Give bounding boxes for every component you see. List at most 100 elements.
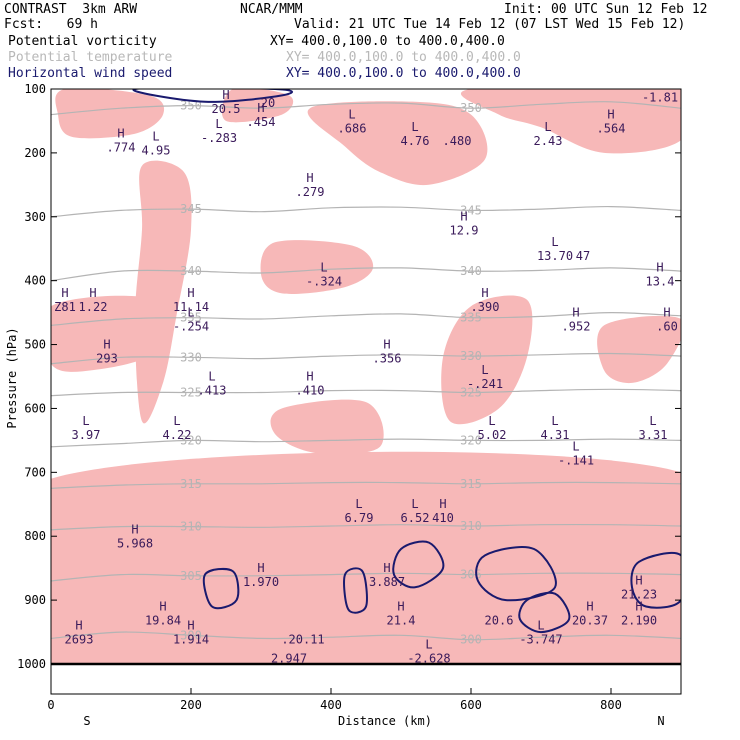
theta-label: 350 (460, 101, 482, 115)
extreme-marker-high: H (131, 523, 138, 537)
extreme-marker-low: L (152, 130, 159, 144)
extreme-value: 20.6 (485, 613, 514, 627)
extreme-marker-high: H (460, 210, 467, 224)
theta-contour-335 (51, 311, 681, 326)
extreme-marker-low: L (355, 497, 362, 511)
extreme-marker-high: H (656, 261, 663, 275)
extreme-value: 11.14 (173, 300, 209, 314)
end-label-south: S (83, 714, 90, 728)
pv-region-10 (51, 451, 681, 665)
extreme-marker-low: L (537, 618, 544, 632)
pv-region-4 (135, 160, 192, 424)
pv-region-0 (55, 89, 165, 139)
extreme-marker-low: L (481, 363, 488, 377)
extreme-value: 20.37 (572, 613, 608, 627)
extreme-value: 410 (432, 511, 454, 525)
extreme-value: -.141 (558, 454, 594, 468)
plot-frame (50, 88, 682, 695)
extreme-value: .410 (296, 383, 325, 397)
y-tick-label: 700 (24, 465, 46, 479)
extreme-marker-high: H (635, 599, 642, 613)
extreme-value: 5.02 (478, 428, 507, 442)
extreme-marker-high: H (103, 337, 110, 351)
extreme-value: 293 (96, 351, 118, 365)
forecast-hour: Fcst: 69 h (4, 17, 98, 32)
extreme-value: .480 (443, 134, 472, 148)
extreme-marker-low: L (551, 414, 558, 428)
extreme-value: .952 (562, 319, 591, 333)
extreme-marker-low: L (411, 497, 418, 511)
extreme-marker-high: H (607, 107, 614, 121)
field-pv-xy: XY= 400.0,100.0 to 400.0,400.0 (270, 34, 505, 49)
theta-contour-350 (51, 101, 681, 116)
wind-contour-1 (392, 540, 445, 589)
theta-label: 325 (180, 385, 202, 399)
theta-label: 305 (460, 568, 482, 582)
extreme-marker-low: L (544, 120, 551, 134)
extreme-marker-low: L (425, 638, 432, 652)
pv-shading-layer (51, 89, 681, 665)
y-tick-label: 800 (24, 529, 46, 543)
extreme-value: 4.95 (142, 144, 171, 158)
theta-label: 335 (180, 311, 202, 325)
extreme-marker-high: H (397, 599, 404, 613)
y-tick-label: 600 (24, 401, 46, 415)
extreme-value: .356 (373, 351, 402, 365)
theta-label: 310 (460, 519, 482, 533)
x-tick-label: 600 (460, 698, 482, 712)
theta-label: 310 (180, 520, 202, 534)
extreme-marker-low: L (208, 369, 215, 383)
theta-label: 320 (460, 433, 482, 447)
theta-label: 330 (180, 350, 202, 364)
extreme-value: .390 (471, 300, 500, 314)
theta-label: 300 (180, 628, 202, 642)
extreme-marker-high: H (222, 88, 229, 102)
init-time: Init: 00 UTC Sun 12 Feb 12 (504, 2, 708, 17)
extreme-value: -.283 (201, 131, 237, 145)
extreme-marker-low: L (656, 77, 663, 91)
extreme-value: 2.190 (621, 613, 657, 627)
extreme-marker-low: L (187, 305, 194, 319)
extreme-value: .686 (338, 121, 367, 135)
end-label-north: N (657, 714, 664, 728)
extreme-marker-high: H (257, 561, 264, 575)
theta-label: 345 (180, 202, 202, 216)
extreme-value: 4.31 (541, 428, 570, 442)
pv-region-2 (307, 101, 488, 186)
extreme-value: 2.947 (271, 652, 307, 666)
y-tick-label: 900 (24, 593, 46, 607)
wind-speed-contour-layer (132, 89, 681, 634)
field-theta-name: Potential temperature (8, 50, 173, 65)
theta-contour-300 (51, 631, 681, 641)
theta-contour-325 (51, 388, 681, 397)
extreme-marker-high: H (572, 305, 579, 319)
theta-contour-330 (51, 352, 681, 365)
extreme-marker-high: H (159, 599, 166, 613)
extreme-value: 21.23 (621, 588, 657, 602)
extreme-marker-low: L (173, 414, 180, 428)
theta-contour-310 (51, 523, 681, 531)
wind-contour-0 (132, 89, 294, 103)
extreme-value: 13.4 (646, 275, 675, 289)
extreme-marker-high: H (635, 574, 642, 588)
extreme-value: 6.52 (401, 511, 430, 525)
theta-contour-320 (51, 438, 681, 448)
extreme-value: .454 (247, 115, 276, 129)
wind-contour-5 (202, 567, 240, 610)
extreme-value: 47 (576, 249, 590, 263)
axes-layer: 100 200 300 400 500 600 700 800 900 1000 0 200 400 60… (17, 82, 681, 712)
model-title: CONTRAST 3km ARW (4, 2, 138, 17)
extreme-value: .774 (107, 141, 136, 155)
extreme-value: .279 (296, 185, 325, 199)
theta-contour-305 (51, 572, 681, 582)
extreme-value: -1.81 (642, 91, 678, 105)
extreme-value: -3.747 (519, 632, 562, 646)
extreme-marker-high: H (383, 337, 390, 351)
pv-region-6 (51, 295, 167, 372)
extreme-value: 20.5 (212, 102, 241, 116)
extreme-marker-low: L (215, 117, 222, 131)
extreme-marker-high: H (306, 369, 313, 383)
x-axis-label: Distance (km) (338, 714, 432, 728)
y-axis-label: Pressure (hPa) (5, 327, 19, 428)
